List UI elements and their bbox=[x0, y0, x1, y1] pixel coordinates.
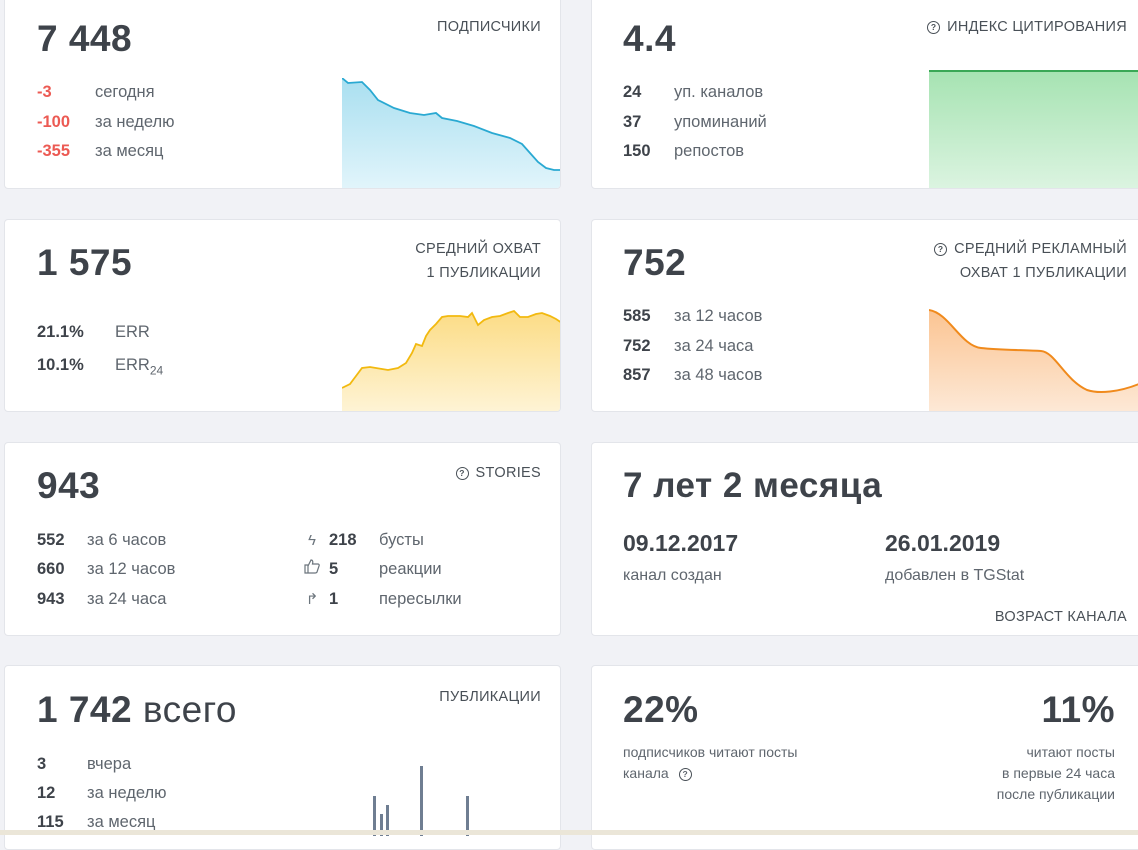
early-readers-caption: читают посты в первые 24 часа после публ… bbox=[996, 744, 1115, 802]
subscribers-month: -355 за месяц bbox=[37, 142, 164, 160]
added-caption: добавлен в TGStat bbox=[885, 567, 1025, 584]
ad-reach-12h: 585 за 12 часов bbox=[623, 307, 763, 325]
citation-channels: 24 уп. каналов bbox=[623, 83, 764, 101]
help-icon[interactable]: ? bbox=[934, 243, 948, 256]
err24-row: 10.1% ERR24 bbox=[37, 356, 164, 378]
stories-6h: 552 за 6 часов bbox=[37, 531, 167, 549]
bottom-edge bbox=[0, 830, 1138, 835]
citation-index-value: 4.4 bbox=[623, 18, 676, 59]
help-icon[interactable]: ? bbox=[927, 21, 941, 34]
citation-label: ? ИНДЕКС ЦИТИРОВАНИЯ bbox=[927, 15, 1127, 39]
subscribers-line bbox=[342, 78, 560, 171]
publications-card[interactable]: 1 742 всего ПУБЛИКАЦИИ 3 вчера 12 за недел… bbox=[4, 665, 561, 850]
stories-24h: 943 за 24 часа bbox=[37, 590, 167, 608]
reach-sparkline bbox=[342, 309, 560, 411]
citation-card[interactable]: 4.4 ? ИНДЕКС ЦИТИРОВАНИЯ 24 уп. каналов 37… bbox=[591, 0, 1138, 189]
ad-reach-line bbox=[929, 309, 1138, 393]
stories-reactions: 5 реакции bbox=[303, 559, 442, 580]
ad-reach-24h: 752 за 24 часа bbox=[623, 337, 754, 355]
publications-week: 12 за неделю bbox=[37, 784, 167, 802]
stories-label: ? STORIES bbox=[455, 461, 542, 485]
ad-reach-48h: 857 за 48 часов bbox=[623, 366, 763, 384]
ad-reach-card[interactable]: 752 ? СРЕДНИЙ РЕКЛАМНЫЙ ОХВАТ 1 ПУБЛИКАЦИ… bbox=[591, 219, 1138, 412]
publications-yesterday: 3 вчера bbox=[37, 755, 132, 773]
subscribers-count: 7 448 bbox=[37, 18, 133, 59]
publication-bar bbox=[466, 796, 469, 836]
subscribers-sparkline bbox=[342, 78, 560, 188]
channel-age-value: 7 лет 2 месяца bbox=[623, 466, 883, 505]
reach-label: СРЕДНИЙ ОХВАТ 1 ПУБЛИКАЦИИ bbox=[415, 241, 541, 281]
early-readers-percent: 11% bbox=[1041, 689, 1115, 730]
readers-percent: 22% bbox=[623, 689, 699, 730]
stories-12h: 660 за 12 часов bbox=[37, 560, 176, 578]
publication-bar bbox=[386, 805, 389, 836]
citation-reposts: 150 репостов bbox=[623, 142, 745, 160]
publications-month: 115 за месяц bbox=[37, 813, 156, 831]
readers-card[interactable]: 22% подписчиков читают посты канала ? 11… bbox=[591, 665, 1138, 850]
lightning-icon: ϟ bbox=[308, 532, 316, 549]
publications-label: ПУБЛИКАЦИИ bbox=[439, 689, 541, 705]
age-card[interactable]: 7 лет 2 месяца 09.12.2017 канал создан 2… bbox=[591, 442, 1138, 636]
ad-reach-value: 752 bbox=[623, 242, 687, 283]
stories-value: 943 bbox=[37, 465, 101, 506]
reach-area bbox=[342, 311, 560, 411]
subscribers-week: -100 за неделю bbox=[37, 113, 175, 131]
publications-total: 1 742 всего bbox=[37, 689, 237, 730]
help-icon[interactable]: ? bbox=[678, 768, 692, 781]
publications-bars bbox=[373, 766, 469, 836]
citation-area bbox=[929, 71, 1138, 188]
stories-forwards: ↱ 1 пересылки bbox=[303, 589, 462, 610]
help-icon[interactable]: ? bbox=[455, 467, 469, 480]
forward-icon: ↱ bbox=[305, 591, 319, 608]
reach-value: 1 575 bbox=[37, 242, 133, 283]
created-date: 09.12.2017 bbox=[623, 530, 739, 556]
reach-card[interactable]: 1 575 СРЕДНИЙ ОХВАТ 1 ПУБЛИКАЦИИ 21.1% ERR… bbox=[4, 219, 561, 412]
subscribers-label: ПОДПИСЧИКИ bbox=[437, 19, 541, 35]
ad-reach-sparkline bbox=[929, 309, 1138, 411]
ad-reach-area bbox=[929, 310, 1138, 411]
subscribers-card[interactable]: 7 448 ПОДПИСЧИКИ -3 сегодня -100 за неделю… bbox=[4, 0, 561, 189]
readers-caption: подписчиков читают посты канала ? bbox=[623, 744, 798, 781]
citation-sparkline bbox=[929, 70, 1138, 188]
publication-bar bbox=[373, 796, 376, 836]
added-date: 26.01.2019 bbox=[885, 530, 1001, 556]
citation-mentions: 37 упоминаний bbox=[623, 113, 767, 131]
subscribers-today: -3 сегодня bbox=[37, 83, 155, 101]
publication-bar bbox=[420, 766, 423, 836]
age-label: ВОЗРАСТ КАНАЛА bbox=[994, 609, 1127, 625]
publication-bar bbox=[380, 814, 383, 836]
ad-reach-label: ? СРЕДНИЙ РЕКЛАМНЫЙ ОХВАТ 1 ПУБЛИКАЦИИ bbox=[934, 237, 1127, 285]
stories-card[interactable]: 943 ? STORIES 552 за 6 часов 660 за 12 часо… bbox=[4, 442, 561, 636]
stories-boosts: ϟ 218 бусты bbox=[303, 530, 424, 551]
err-row: 21.1% ERR bbox=[37, 323, 150, 341]
reach-line bbox=[342, 309, 560, 389]
subscribers-area bbox=[342, 78, 560, 188]
thumbs-up-icon bbox=[303, 559, 321, 580]
created-caption: канал создан bbox=[623, 567, 722, 584]
